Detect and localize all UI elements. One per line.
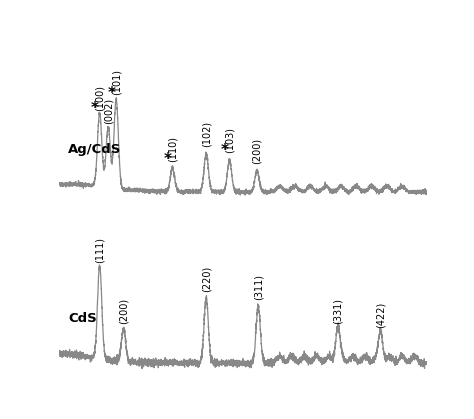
Text: (311): (311) bbox=[253, 274, 263, 300]
Text: (422): (422) bbox=[376, 302, 386, 328]
Text: (200): (200) bbox=[118, 297, 128, 323]
Text: (331): (331) bbox=[333, 297, 343, 323]
Text: (100): (100) bbox=[95, 85, 105, 111]
Text: *: * bbox=[220, 143, 228, 158]
Text: (103): (103) bbox=[225, 127, 235, 153]
Text: CdS: CdS bbox=[68, 313, 97, 326]
Text: (110): (110) bbox=[167, 135, 178, 161]
Text: Ag/CdS: Ag/CdS bbox=[68, 143, 122, 156]
Text: (200): (200) bbox=[252, 137, 262, 163]
Text: (002): (002) bbox=[103, 98, 113, 124]
Text: (102): (102) bbox=[201, 121, 211, 147]
Text: (101): (101) bbox=[111, 70, 121, 96]
Text: *: * bbox=[91, 101, 99, 116]
Text: *: * bbox=[107, 85, 115, 101]
Text: (111): (111) bbox=[95, 237, 105, 263]
Text: *: * bbox=[164, 152, 172, 167]
Text: (220): (220) bbox=[201, 266, 211, 292]
